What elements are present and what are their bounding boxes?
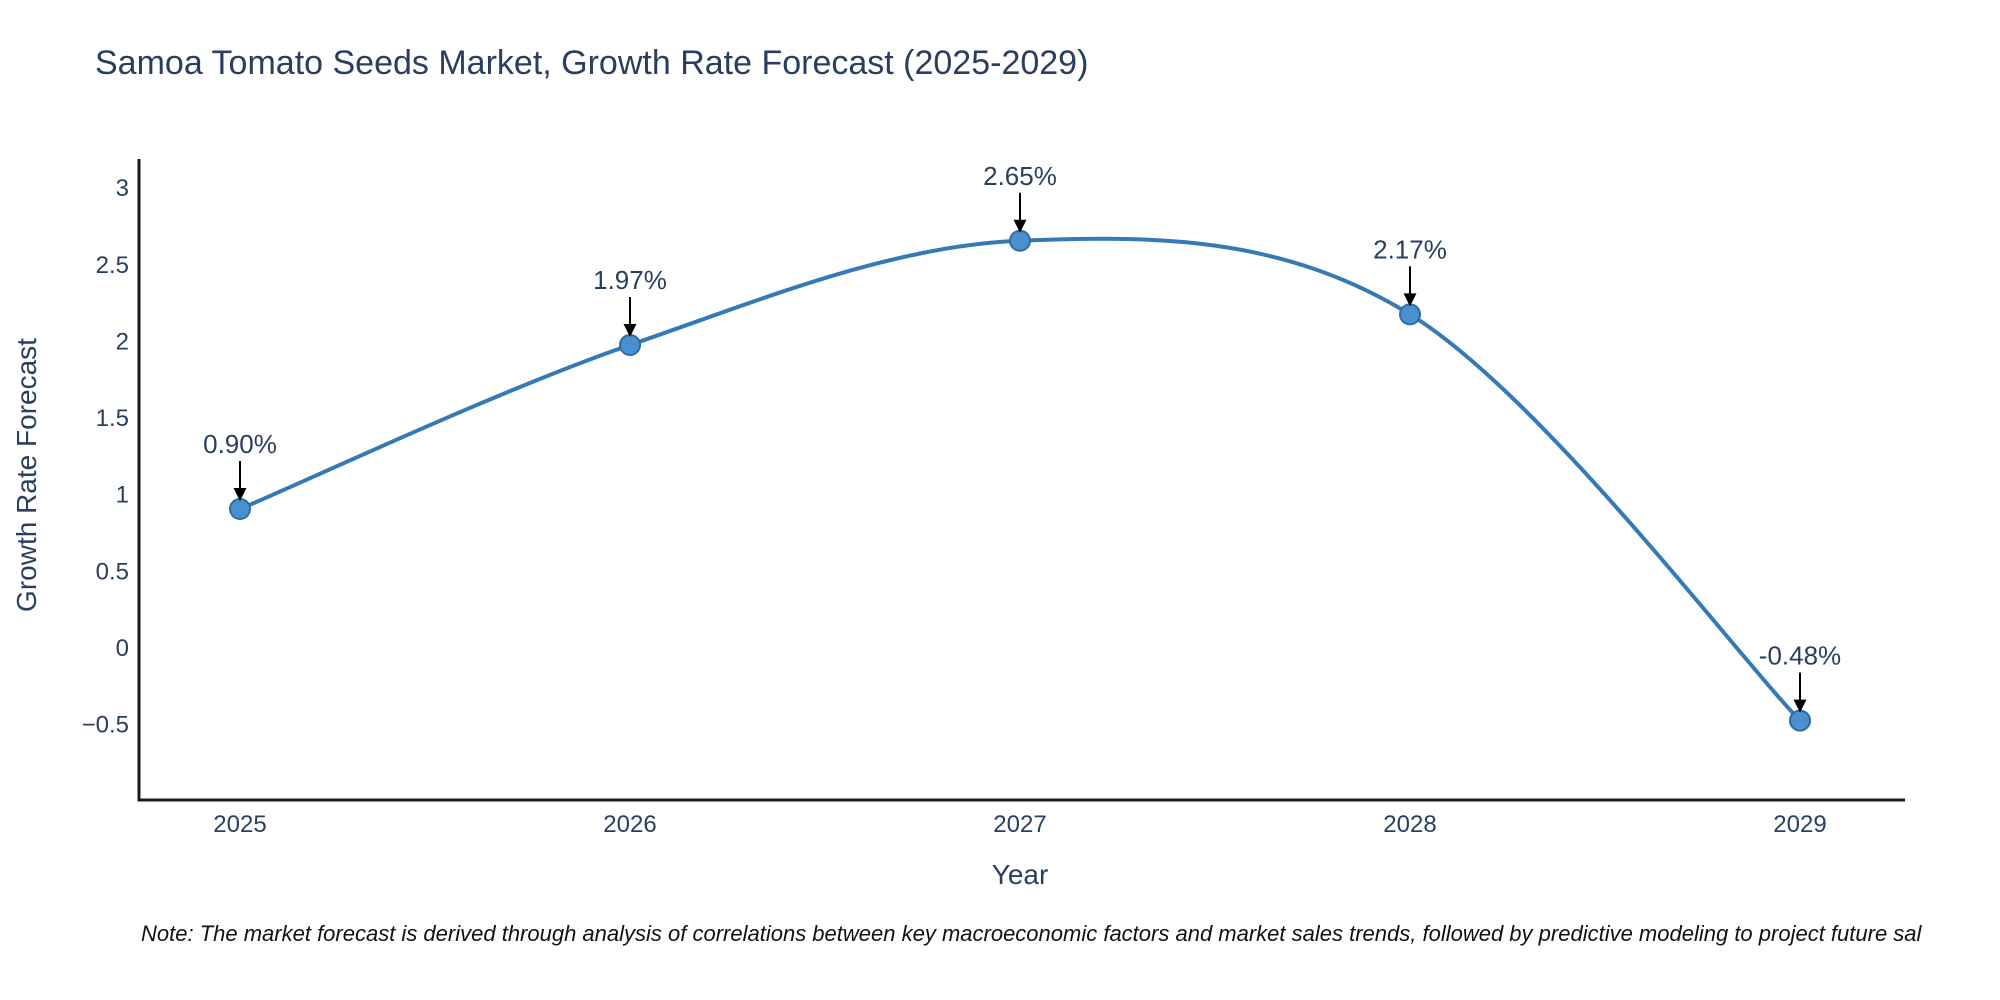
data-point-marker bbox=[619, 333, 641, 356]
data-point-label: -0.48% bbox=[1759, 641, 1841, 671]
x-axis-tick-label: 2027 bbox=[993, 811, 1046, 838]
data-point-marker bbox=[1009, 229, 1031, 252]
x-axis-tick-label: 2028 bbox=[1383, 811, 1436, 838]
y-axis-tick-label: −0.5 bbox=[82, 712, 129, 739]
y-axis-tick-label: 0 bbox=[116, 635, 129, 662]
y-axis-tick-label: 2.5 bbox=[96, 252, 129, 279]
x-axis-tick-label: 2025 bbox=[213, 811, 266, 838]
annotation-arrow-head bbox=[1793, 699, 1807, 713]
data-point-marker bbox=[1399, 303, 1421, 326]
data-point-marker bbox=[229, 498, 251, 521]
axis-lines bbox=[137, 159, 1905, 802]
x-axis-tick-label: 2029 bbox=[1773, 811, 1826, 838]
x-axis-title: Year bbox=[991, 859, 1049, 890]
y-axis-tick-label: 1.5 bbox=[96, 405, 129, 432]
chart-footnote: Note: The market forecast is derived thr… bbox=[141, 921, 1922, 946]
x-axis-tick-label: 2026 bbox=[603, 811, 656, 838]
data-point-marker bbox=[1789, 709, 1811, 732]
y-axis-tick-label: 2 bbox=[116, 328, 129, 355]
data-point-label: 1.97% bbox=[593, 265, 667, 295]
data-point-label: 2.65% bbox=[983, 161, 1057, 191]
y-axis-tick-label: 3 bbox=[116, 175, 129, 202]
data-point-label: 2.17% bbox=[1373, 234, 1447, 264]
chart-title: Samoa Tomato Seeds Market, Growth Rate F… bbox=[95, 44, 1089, 82]
annotation-arrow-head bbox=[1013, 219, 1027, 233]
data-point-label: 0.90% bbox=[203, 429, 277, 459]
series-line bbox=[239, 236, 1802, 722]
annotation-arrow-head bbox=[1403, 293, 1417, 307]
y-axis-tick-label: 1 bbox=[116, 482, 129, 509]
annotation-arrow-head bbox=[623, 323, 637, 337]
annotation-arrow-head bbox=[233, 488, 247, 502]
y-axis-tick-label: 0.5 bbox=[96, 558, 129, 585]
